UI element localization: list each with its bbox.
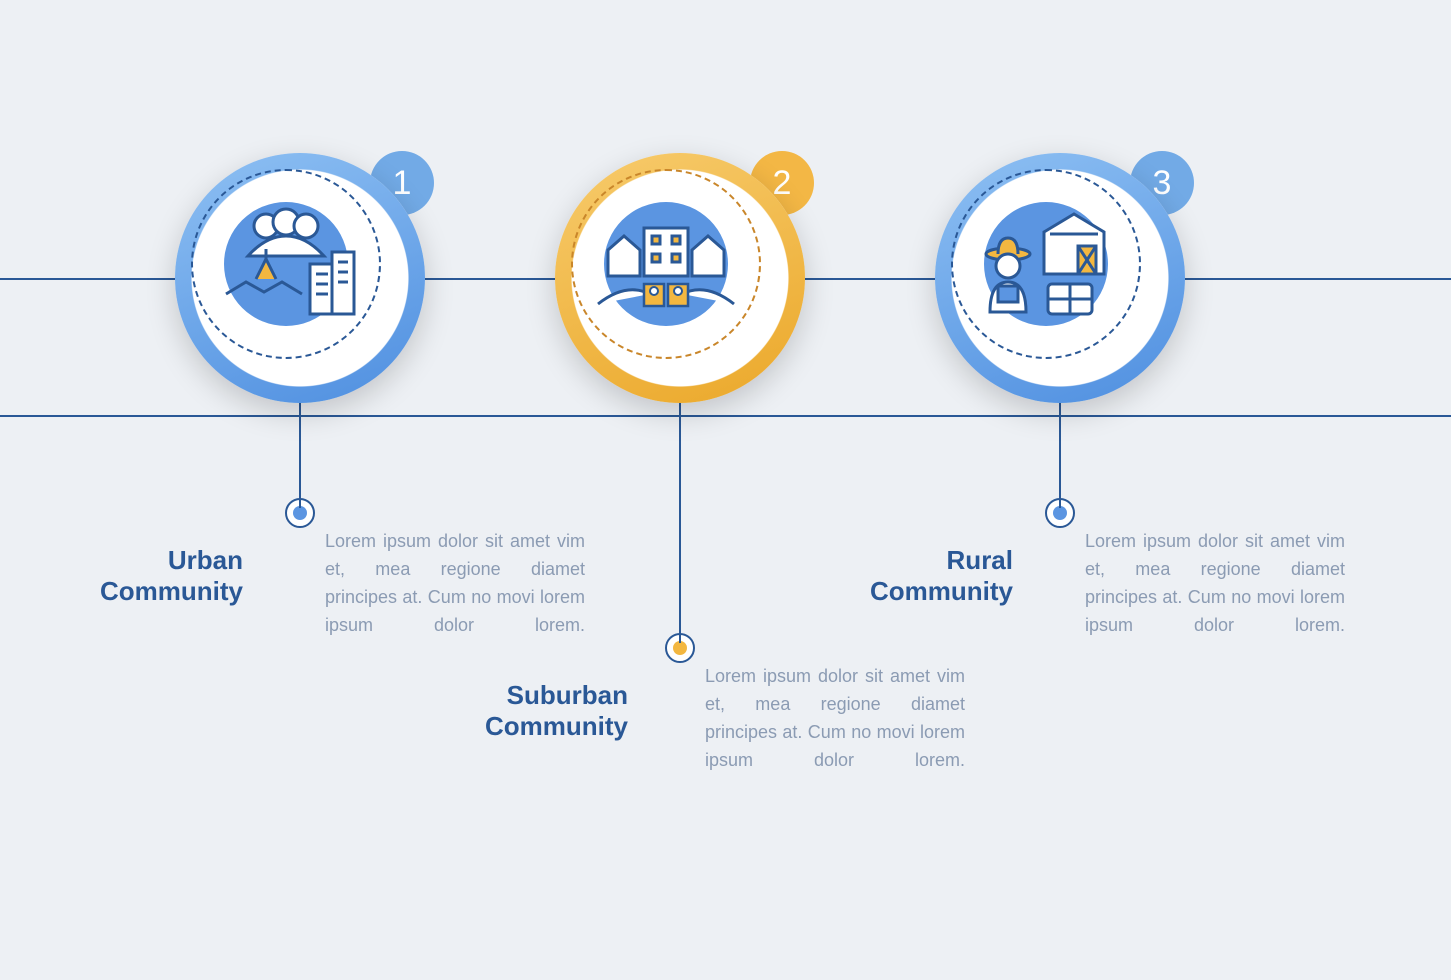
rural-icon <box>966 184 1126 344</box>
connector-line-3 <box>1059 403 1061 508</box>
connector-dot-inner <box>293 506 307 520</box>
item-title-3: Rural Community <box>870 545 1013 607</box>
community-circle-3 <box>935 153 1185 403</box>
community-circle-2 <box>555 153 805 403</box>
connector-dot-inner <box>1053 506 1067 520</box>
community-circle-1 <box>175 153 425 403</box>
item-title-1: Urban Community <box>100 545 243 607</box>
suburban-icon <box>586 184 746 344</box>
connector-line-1 <box>299 403 301 508</box>
item-description-2: Lorem ipsum dolor sit amet vim et, mea r… <box>705 663 965 775</box>
item-description-1: Lorem ipsum dolor sit amet vim et, mea r… <box>325 528 585 640</box>
circle-ring <box>935 153 1185 403</box>
urban-icon <box>206 184 366 344</box>
circle-ring <box>175 153 425 403</box>
item-title-2: Suburban Community <box>485 680 628 742</box>
connector-dot-inner <box>673 641 687 655</box>
connector-line-2 <box>679 403 681 643</box>
timeline-bottom-line <box>0 415 1451 417</box>
circle-ring <box>555 153 805 403</box>
item-description-3: Lorem ipsum dolor sit amet vim et, mea r… <box>1085 528 1345 640</box>
